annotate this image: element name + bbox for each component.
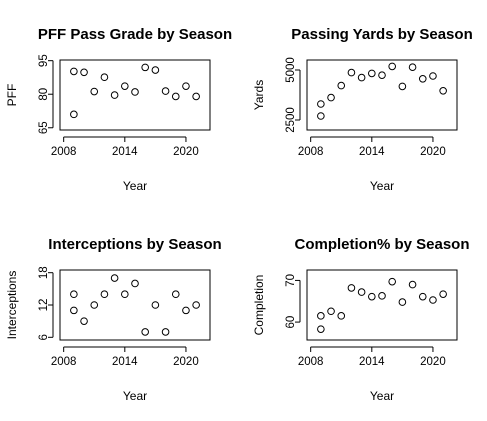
interceptions-point	[161, 328, 170, 336]
completion-point	[337, 312, 346, 320]
interceptions-point	[100, 290, 109, 299]
passing-yards-title: Passing Yards by Season	[291, 26, 472, 43]
interceptions-y-tick-label: 18	[38, 266, 50, 279]
completion-title: Completion% by Season	[294, 236, 469, 253]
interceptions-point	[80, 317, 88, 325]
pff-grade-point	[70, 110, 78, 119]
interceptions-point	[192, 301, 200, 309]
completion-plot-frame	[306, 269, 458, 341]
pff-grade-point	[161, 87, 170, 95]
completion-x-axis-label: Year	[370, 389, 394, 403]
pff-grade-point	[182, 82, 190, 90]
passing-yards-panel: Passing Yards by Season 2008 2014 2020 2500 5…	[252, 26, 473, 193]
interceptions-point	[151, 301, 160, 309]
completion-point	[398, 298, 407, 306]
completion-y-tick-label: 60	[285, 316, 297, 329]
completion-panel: Completion% by Season 2008 2014 2020 60 70 Yea…	[252, 236, 469, 403]
pff-grade-point	[141, 63, 149, 72]
passing-yards-point	[337, 81, 346, 90]
pff-grade-x-tick-label: 2014	[112, 146, 138, 158]
pff-grade-point	[110, 91, 119, 99]
completion-y-axis-label: Completion	[252, 275, 266, 336]
interceptions-panel: Interceptions by Season 2008 2014 2020 6 12 18…	[5, 236, 222, 403]
pff-grade-point	[192, 92, 200, 101]
passing-yards-point	[368, 69, 376, 78]
completion-x-tick-label: 2020	[420, 356, 446, 368]
passing-yards-point	[388, 62, 396, 71]
interceptions-point	[90, 301, 99, 309]
passing-yards-plot-frame	[306, 59, 458, 131]
pff-grade-panel: PFF Pass Grade by Season 2008 2014 2020 65 80…	[5, 26, 232, 193]
passing-yards-y-tick-label: 2500	[285, 107, 297, 133]
passing-yards-point	[317, 112, 325, 120]
interceptions-x-tick-label: 2020	[173, 356, 199, 368]
interceptions-point	[121, 290, 129, 299]
pff-grade-x-axis-label: Year	[123, 179, 147, 193]
passing-yards-point	[347, 68, 356, 77]
pff-grade-point	[70, 67, 78, 76]
interceptions-x-tick-label: 2008	[51, 356, 77, 368]
pff-grade-y-tick-label: 65	[38, 121, 50, 134]
interceptions-point	[141, 328, 149, 336]
passing-yards-point	[418, 75, 427, 83]
pff-grade-point	[121, 82, 129, 90]
completion-point	[408, 280, 417, 289]
interceptions-y-tick-label: 6	[38, 334, 50, 340]
passing-yards-point	[439, 87, 447, 95]
interceptions-y-tick-label: 12	[38, 299, 50, 312]
completion-x-tick-label: 2008	[298, 356, 324, 368]
pff-grade-y-tick-label: 80	[38, 88, 50, 101]
passing-yards-x-tick-label: 2008	[298, 146, 324, 158]
completion-point	[439, 290, 447, 298]
completion-point	[388, 277, 396, 286]
pff-grade-point	[90, 87, 99, 96]
completion-point	[418, 292, 427, 301]
interceptions-title: Interceptions by Season	[48, 236, 221, 253]
interceptions-point	[171, 290, 180, 299]
passing-yards-point	[398, 82, 407, 91]
passing-yards-x-axis-label: Year	[370, 179, 394, 193]
passing-yards-point	[378, 71, 386, 79]
passing-yards-x-tick-label: 2014	[359, 146, 385, 158]
interceptions-y-axis-label: Interceptions	[5, 271, 19, 340]
passing-yards-point	[327, 93, 335, 102]
passing-yards-y-tick-label: 5000	[285, 57, 297, 83]
pff-grade-point	[171, 92, 180, 101]
passing-yards-point	[429, 72, 437, 80]
interceptions-plot-frame	[59, 269, 211, 341]
pff-grade-point	[131, 88, 139, 96]
completion-y-tick-label: 70	[285, 274, 297, 287]
pff-grade-x-tick-label: 2020	[173, 146, 199, 158]
completion-point	[317, 312, 325, 320]
interceptions-point	[182, 306, 190, 315]
completion-point	[357, 288, 366, 296]
interceptions-point	[70, 306, 78, 315]
pff-grade-point	[151, 66, 160, 74]
interceptions-point	[70, 290, 78, 299]
interceptions-x-axis-label: Year	[123, 389, 147, 403]
passing-yards-x-tick-label: 2020	[420, 146, 446, 158]
completion-point	[317, 325, 325, 333]
pff-grade-point	[80, 68, 88, 77]
interceptions-point	[131, 279, 139, 288]
passing-yards-y-axis-label: Yards	[252, 80, 266, 110]
pff-grade-point	[100, 73, 109, 82]
passing-yards-point	[408, 63, 417, 71]
passing-yards-point	[317, 100, 325, 108]
pff-grade-x-tick-label: 2008	[51, 146, 77, 158]
completion-point	[327, 307, 335, 316]
pff-grade-y-axis-label: PFF	[5, 84, 19, 107]
interceptions-point	[110, 274, 119, 282]
completion-point	[347, 284, 356, 292]
completion-x-tick-label: 2014	[359, 356, 385, 368]
pff-grade-y-tick-label: 95	[38, 54, 50, 67]
completion-point	[378, 292, 386, 300]
pff-grade-plot-frame	[59, 59, 211, 131]
passing-yards-point	[357, 73, 366, 82]
completion-point	[368, 292, 376, 301]
pff-grade-title: PFF Pass Grade by Season	[38, 26, 232, 43]
interceptions-x-tick-label: 2014	[112, 356, 138, 368]
completion-point	[429, 296, 437, 304]
